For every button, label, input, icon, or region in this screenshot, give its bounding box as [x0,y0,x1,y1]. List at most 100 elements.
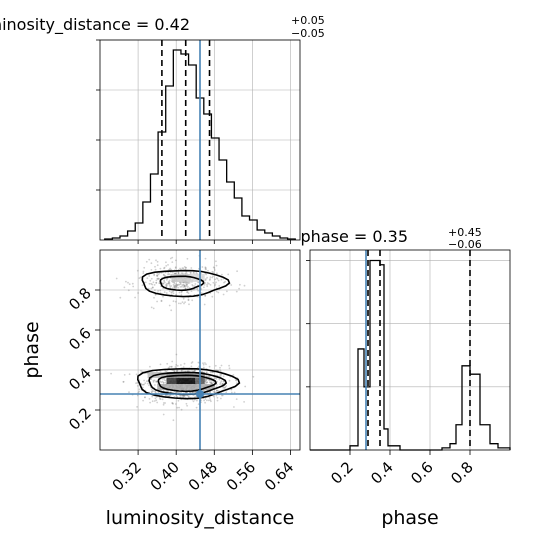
scatter-point [179,302,182,305]
scatter-point [211,276,214,279]
scatter-point [204,398,207,400]
scatter-point [219,381,222,384]
scatter-point [142,270,145,273]
scatter-point [183,395,185,397]
scatter-point [192,272,195,274]
scatter-point [140,369,142,372]
scatter-y-tick-label: 0.6 [65,324,95,354]
scatter-point [212,390,215,393]
scatter-point [203,284,206,286]
scatter-point [235,382,238,384]
scatter-point [173,285,176,288]
phase-xlabel: phase [381,507,438,529]
scatter-point [192,400,195,403]
scatter-point [194,369,196,372]
scatter-point [175,353,178,356]
scatter-point [202,366,205,369]
scatter-point [162,377,165,380]
scatter-point [168,281,171,284]
scatter-point [193,285,196,288]
scatter-point [119,296,122,299]
scatter-point [162,273,165,276]
scatter-point [217,369,219,372]
scatter-point [183,362,186,365]
ld-title-sub: −0.05 [291,27,325,40]
scatter-point [182,267,185,270]
scatter-point [196,287,199,290]
phase-histogram-border [309,249,511,451]
scatter-point [192,285,194,287]
scatter-point [173,272,176,275]
scatter-point [179,281,182,284]
scatter-point [202,363,205,366]
scatter-point [149,365,151,368]
scatter-point [174,267,177,269]
scatter-point [184,267,187,269]
scatter-point [169,257,172,260]
scatter-point [164,381,167,384]
scatter-point [187,292,190,294]
scatter-point [143,383,146,386]
scatter-point [188,287,191,289]
scatter-point [164,274,167,277]
ld-quantile-lines [161,40,211,240]
scatter-point [156,274,159,277]
scatter-point [210,382,213,385]
scatter-point [172,292,175,295]
scatter-point [134,296,137,299]
scatter-point [167,273,169,276]
scatter-point [184,281,187,284]
scatter-point [182,283,185,286]
scatter-point [162,282,165,285]
scatter-point [180,291,183,294]
scatter-point [216,389,219,392]
phase-x-tick-label: 0.6 [407,458,437,488]
scatter-point [221,273,223,276]
scatter-point [172,419,175,422]
scatter-point [165,292,168,294]
scatter-point [165,285,168,288]
scatter-point [165,283,168,286]
scatter-point [228,367,231,370]
scatter-point [138,388,141,391]
scatter-point [150,306,153,309]
scatter-point [232,374,235,376]
scatter-point [165,279,168,281]
scatter-x-tick-label: 0.40 [147,458,183,494]
scatter-point [158,282,161,284]
scatter-point [206,399,208,402]
phase-x-tick-label: 0.4 [367,458,397,488]
scatter-point [207,375,210,378]
scatter-point [141,284,144,287]
scatter-point [186,291,188,294]
scatter-point [228,364,231,367]
scatter-point [185,283,188,286]
scatter-point [159,398,162,400]
scatter-point [208,279,211,281]
scatter-point [187,298,190,301]
scatter-point [171,291,174,293]
scatter-point [123,286,126,289]
scatter-point [171,365,173,368]
scatter-point [172,369,175,372]
scatter-point [153,284,156,286]
scatter-point [175,283,178,286]
scatter-point [148,282,151,285]
scatter-y-tick-label: 0.4 [65,364,95,394]
scatter-point [164,369,167,372]
scatter-point [172,283,175,286]
scatter-point [171,256,174,259]
phase-x-tick-label: 0.2 [327,458,357,488]
scatter-point [204,294,207,297]
scatter-point [154,397,157,400]
scatter-point [150,388,153,391]
scatter-point [150,282,153,285]
scatter-point [223,281,225,284]
scatter-point [209,371,212,374]
scatter-point [188,303,190,306]
scatter-point [180,408,183,411]
scatter-point [225,391,228,394]
scatter-x-tick-label: 0.56 [223,458,259,494]
contour-lower-outer [136,367,241,400]
scatter-point [144,382,147,384]
